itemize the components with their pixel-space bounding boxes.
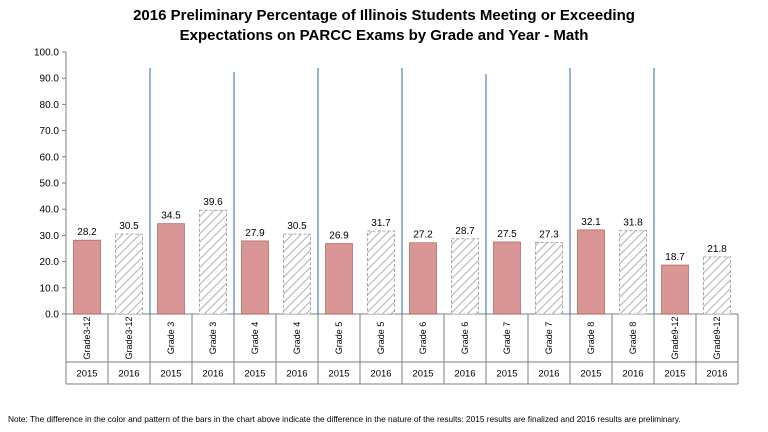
y-tick-label: 70.0 xyxy=(40,126,60,137)
y-tick-label: 90.0 xyxy=(40,74,60,85)
bar-2015-4 xyxy=(241,240,269,315)
year-label: 2016 xyxy=(370,369,391,380)
grade-label: Grade9-12 xyxy=(670,316,680,359)
grade-label: Grade9-12 xyxy=(712,316,722,359)
grade-label: Grade 6 xyxy=(418,322,428,355)
bar-2016-9 xyxy=(451,238,479,315)
bar-2015-12 xyxy=(577,229,605,315)
year-label: 2016 xyxy=(286,369,307,380)
bar-2016-3 xyxy=(199,209,227,315)
grade-label: Grade 7 xyxy=(544,322,554,355)
bar-2016-5 xyxy=(283,233,311,315)
bar-value-label: 28.2 xyxy=(77,227,97,238)
chart-title-line-2: Expectations on PARCC Exams by Grade and… xyxy=(179,27,589,44)
year-label: 2016 xyxy=(118,369,139,380)
bar-2015-2 xyxy=(157,223,185,315)
grade-label: Grade 7 xyxy=(502,322,512,355)
grade-label: Grade 4 xyxy=(250,322,260,355)
y-tick-label: 10.0 xyxy=(40,283,60,294)
year-label: 2015 xyxy=(412,369,433,380)
grade-label: Grade 4 xyxy=(292,322,302,355)
bar-2016-15 xyxy=(703,256,731,315)
grade-label: Grade3-12 xyxy=(82,316,92,359)
year-label: 2016 xyxy=(706,369,727,380)
grade-label: Grade 6 xyxy=(460,322,470,355)
grade-label: Grade 8 xyxy=(628,322,638,355)
year-label: 2015 xyxy=(76,369,97,380)
y-tick-label: 40.0 xyxy=(40,205,60,216)
bar-2015-14 xyxy=(661,264,689,315)
bar-value-label: 31.8 xyxy=(623,218,643,229)
bar-2016-11 xyxy=(535,241,563,315)
chart-title-line-1: 2016 Preliminary Percentage of Illinois … xyxy=(133,7,635,24)
grade-label: Grade 5 xyxy=(334,322,344,355)
y-tick-label: 100.0 xyxy=(34,48,59,59)
year-label: 2015 xyxy=(580,369,601,380)
y-tick-label: 20.0 xyxy=(40,257,60,268)
bar-value-label: 27.9 xyxy=(245,228,265,239)
year-label: 2016 xyxy=(538,369,559,380)
year-label: 2016 xyxy=(622,369,643,380)
bar-2016-1 xyxy=(115,233,143,315)
bar-value-label: 27.5 xyxy=(497,229,517,240)
bar-2015-6 xyxy=(325,243,353,315)
year-label: 2016 xyxy=(454,369,475,380)
bar-2015-10 xyxy=(493,241,521,315)
y-tick-label: 50.0 xyxy=(40,179,60,190)
year-label: 2015 xyxy=(496,369,517,380)
bar-value-label: 21.8 xyxy=(707,244,727,255)
bar-2016-7 xyxy=(367,230,395,315)
bar-value-label: 18.7 xyxy=(665,252,685,263)
bar-value-label: 26.9 xyxy=(329,231,349,242)
bar-value-label: 34.5 xyxy=(161,211,181,222)
grade-label: Grade 5 xyxy=(376,322,386,355)
year-label: 2015 xyxy=(328,369,349,380)
bar-2015-8 xyxy=(409,242,437,315)
bar-value-label: 30.5 xyxy=(119,221,139,232)
bar-value-label: 28.7 xyxy=(455,226,475,237)
bar-value-label: 27.3 xyxy=(539,229,559,240)
year-label: 2015 xyxy=(664,369,685,380)
year-label: 2015 xyxy=(244,369,265,380)
year-label: 2015 xyxy=(160,369,181,380)
y-tick-label: 80.0 xyxy=(40,100,60,111)
grade-label: Grade 3 xyxy=(208,322,218,355)
bar-value-label: 30.5 xyxy=(287,221,307,232)
grade-label: Grade3-12 xyxy=(124,316,134,359)
bar-value-label: 27.2 xyxy=(413,230,433,241)
bar-value-label: 31.7 xyxy=(371,218,391,229)
bar-value-label: 32.1 xyxy=(581,217,601,228)
y-tick-label: 0.0 xyxy=(45,310,59,321)
grade-label: Grade 8 xyxy=(586,322,596,355)
year-label: 2016 xyxy=(202,369,223,380)
y-tick-label: 60.0 xyxy=(40,152,60,163)
bar-value-label: 39.6 xyxy=(203,197,223,208)
grade-label: Grade 3 xyxy=(166,322,176,355)
bar-2015-0 xyxy=(73,239,101,315)
y-tick-label: 30.0 xyxy=(40,231,60,242)
footnote: Note: The difference in the color and pa… xyxy=(8,414,681,424)
bar-2016-13 xyxy=(619,230,647,315)
